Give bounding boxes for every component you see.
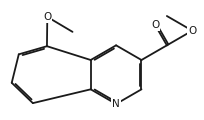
Text: O: O [43, 12, 51, 22]
Text: O: O [151, 20, 159, 30]
Text: O: O [188, 26, 196, 36]
Text: N: N [112, 99, 120, 109]
